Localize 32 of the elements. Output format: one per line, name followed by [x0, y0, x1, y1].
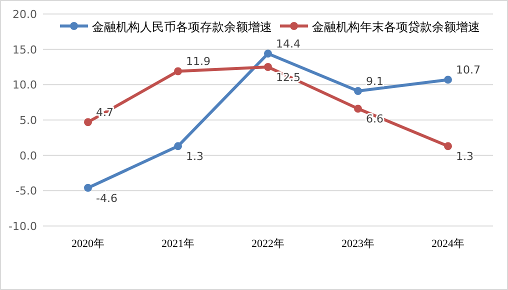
data-label: 9.1: [366, 75, 384, 88]
point: [354, 87, 362, 96]
point: [354, 104, 362, 113]
x-tick-label: 2020年: [72, 238, 104, 250]
point: [174, 142, 182, 150]
data-label: 11.9: [186, 55, 210, 68]
y-tick-label: -10.0: [8, 220, 37, 233]
y-tick-label: 10.0: [12, 78, 37, 92]
x-tick-label: 2022年: [252, 238, 284, 250]
data-label: -4.6: [96, 192, 118, 205]
data-label: 1.3: [186, 150, 204, 164]
data-label: 14.4: [276, 38, 300, 51]
point: [264, 50, 272, 58]
point: [84, 184, 92, 192]
y-tick-label: 0.0: [20, 149, 37, 162]
legend-label: 金融机构年末各项贷款余额增速: [312, 20, 480, 34]
x-tick-label: 2021年: [162, 238, 194, 250]
point: [84, 118, 92, 126]
y-tick-label: 5.0: [20, 114, 37, 127]
point: [174, 67, 182, 76]
y-tick-label: 15.0: [12, 43, 37, 56]
x-tick-label: 2024年: [432, 238, 464, 250]
data-label: 1.3: [456, 150, 474, 164]
y-tick-label: -5.0: [16, 184, 37, 198]
y-tick-label: 20.0: [12, 8, 37, 21]
data-label: 6.6: [366, 112, 384, 126]
point: [444, 76, 452, 84]
data-label: 10.7: [456, 64, 480, 77]
x-tick-label: 2023年: [342, 238, 374, 250]
point: [444, 142, 452, 150]
legend-label: 金融机构人民币各项存款余额增速: [92, 20, 272, 34]
point: [264, 63, 272, 71]
